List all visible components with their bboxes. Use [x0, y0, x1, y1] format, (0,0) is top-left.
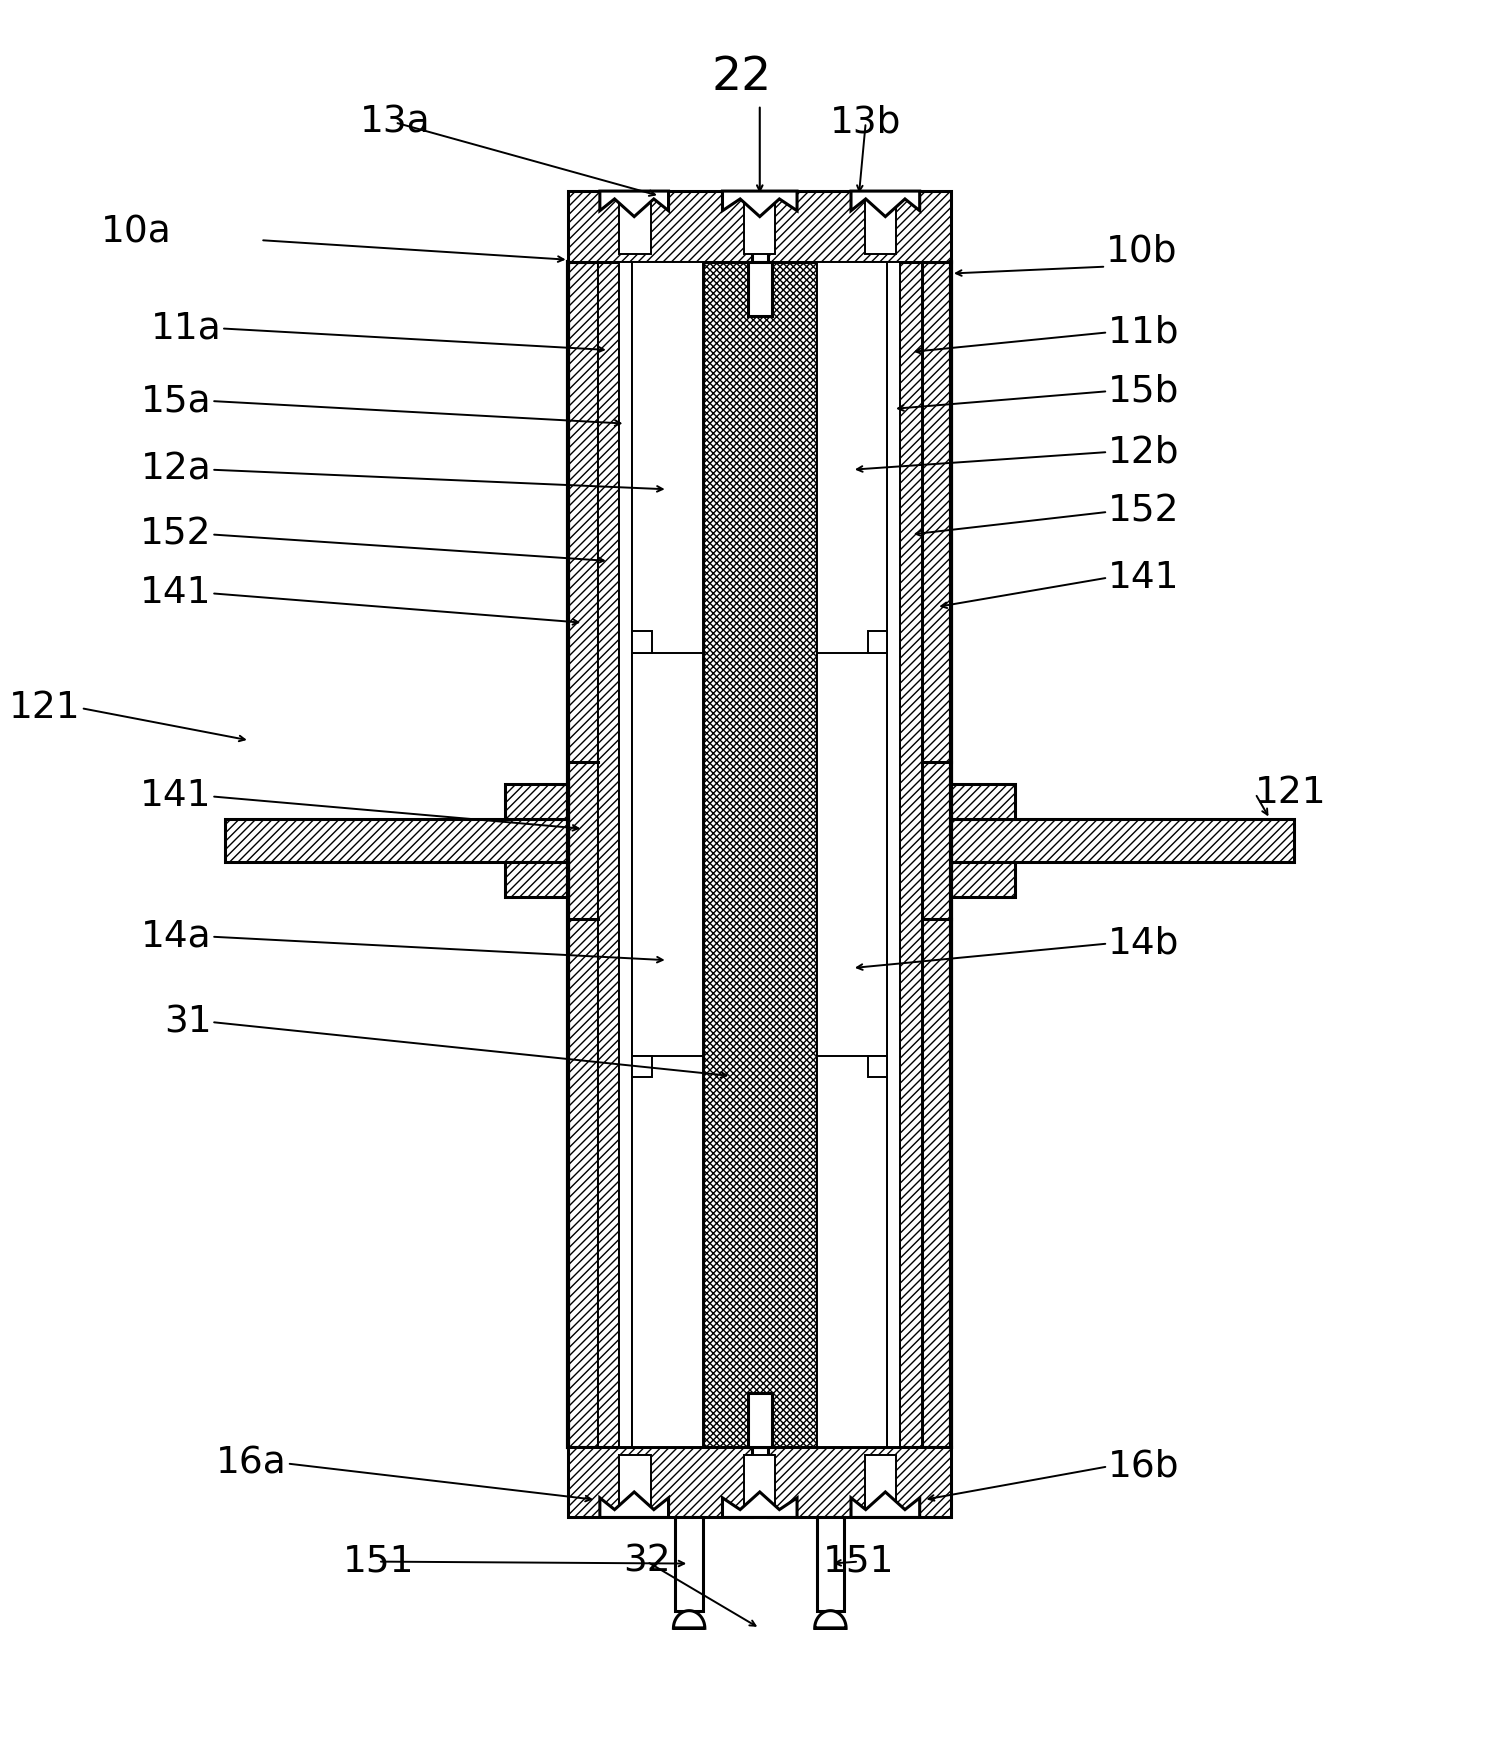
Text: 10a: 10a: [102, 214, 172, 250]
Bar: [868, 1056, 887, 1077]
Bar: [744, 1454, 775, 1509]
Polygon shape: [852, 1492, 920, 1518]
Bar: [817, 262, 887, 1447]
Text: 15a: 15a: [140, 384, 211, 419]
Polygon shape: [601, 191, 668, 217]
Text: 121: 121: [1255, 775, 1327, 811]
Text: 14a: 14a: [140, 919, 211, 955]
Text: 12b: 12b: [1109, 434, 1180, 471]
Bar: [865, 1454, 896, 1509]
Text: 10b: 10b: [1106, 234, 1177, 269]
Text: 13a: 13a: [360, 104, 430, 141]
Bar: [952, 818, 1294, 862]
Bar: [620, 262, 632, 1447]
Bar: [620, 1454, 651, 1509]
Text: 151: 151: [342, 1544, 414, 1579]
Bar: [505, 862, 568, 898]
Text: 141: 141: [140, 778, 211, 815]
Bar: [865, 200, 896, 254]
Polygon shape: [814, 1610, 846, 1628]
Bar: [632, 631, 651, 653]
Polygon shape: [674, 1610, 705, 1628]
Bar: [768, 191, 952, 262]
Bar: [598, 262, 620, 1447]
Text: 151: 151: [823, 1544, 895, 1579]
Bar: [505, 783, 568, 818]
Bar: [868, 631, 887, 653]
Polygon shape: [723, 191, 798, 217]
Text: 11b: 11b: [1109, 314, 1180, 351]
Bar: [675, 1518, 702, 1610]
Bar: [922, 262, 952, 1447]
Text: 11a: 11a: [151, 311, 221, 346]
Text: 121: 121: [9, 690, 81, 726]
Polygon shape: [723, 1492, 798, 1518]
Bar: [768, 1447, 952, 1518]
Bar: [952, 862, 1014, 898]
Bar: [632, 1056, 651, 1077]
Text: 141: 141: [1109, 559, 1180, 596]
Text: 12a: 12a: [140, 452, 211, 488]
Text: 32: 32: [623, 1544, 671, 1579]
Text: 13b: 13b: [831, 104, 901, 141]
Bar: [748, 262, 771, 316]
Text: 22: 22: [713, 56, 772, 99]
Polygon shape: [601, 1492, 668, 1518]
Text: 16b: 16b: [1109, 1449, 1180, 1485]
Bar: [744, 200, 775, 254]
Polygon shape: [852, 191, 920, 217]
Text: 16a: 16a: [217, 1445, 287, 1482]
Text: 31: 31: [164, 1004, 211, 1040]
Bar: [817, 1518, 844, 1610]
Bar: [620, 200, 651, 254]
Bar: [887, 262, 899, 1447]
Text: 141: 141: [140, 575, 211, 611]
Bar: [748, 1393, 771, 1447]
Text: 152: 152: [1109, 493, 1180, 530]
Bar: [899, 262, 922, 1447]
Text: 15b: 15b: [1109, 373, 1179, 410]
Bar: [952, 783, 1014, 818]
Bar: [568, 191, 751, 262]
Bar: [226, 818, 568, 862]
Bar: [568, 262, 598, 1447]
Bar: [702, 262, 817, 1447]
Text: 152: 152: [140, 516, 211, 552]
Bar: [568, 1447, 751, 1518]
Bar: [632, 262, 702, 1447]
Text: 14b: 14b: [1109, 926, 1179, 962]
